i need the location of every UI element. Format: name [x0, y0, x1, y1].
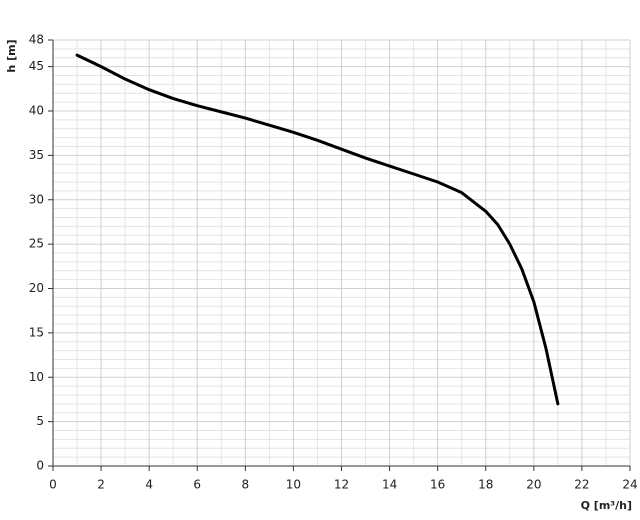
y-tick-label: 40 — [29, 104, 44, 118]
x-tick-label: 14 — [382, 478, 397, 492]
x-tick-label: 10 — [286, 478, 301, 492]
y-tick-label: 30 — [29, 192, 44, 206]
y-tick-label: 20 — [29, 281, 44, 295]
x-tick-label: 22 — [574, 478, 589, 492]
y-tick-label: 25 — [29, 237, 44, 251]
y-tick-label: 10 — [29, 370, 44, 384]
x-tick-label: 16 — [430, 478, 445, 492]
y-tick-label: 15 — [29, 325, 44, 339]
x-tick-label: 8 — [242, 478, 250, 492]
y-tick-label: 48 — [29, 33, 44, 47]
y-axis-label: h [m] — [5, 39, 18, 72]
x-tick-label: 0 — [49, 478, 57, 492]
x-tick-label: 2 — [97, 478, 105, 492]
x-tick-label: 20 — [526, 478, 541, 492]
curve — [75, 53, 560, 406]
y-tick-label: 45 — [29, 59, 44, 73]
y-tick-label: 35 — [29, 148, 44, 162]
y-tick-label: 5 — [36, 414, 44, 428]
y-tick-label: 0 — [36, 459, 44, 473]
x-tick-label: 18 — [478, 478, 493, 492]
x-tick-label: 12 — [334, 478, 349, 492]
x-tick-label: 4 — [145, 478, 153, 492]
x-tick-label: 24 — [622, 478, 637, 492]
x-axis-label: Q [m³/h] — [581, 499, 632, 512]
x-tick-label: 6 — [193, 478, 201, 492]
